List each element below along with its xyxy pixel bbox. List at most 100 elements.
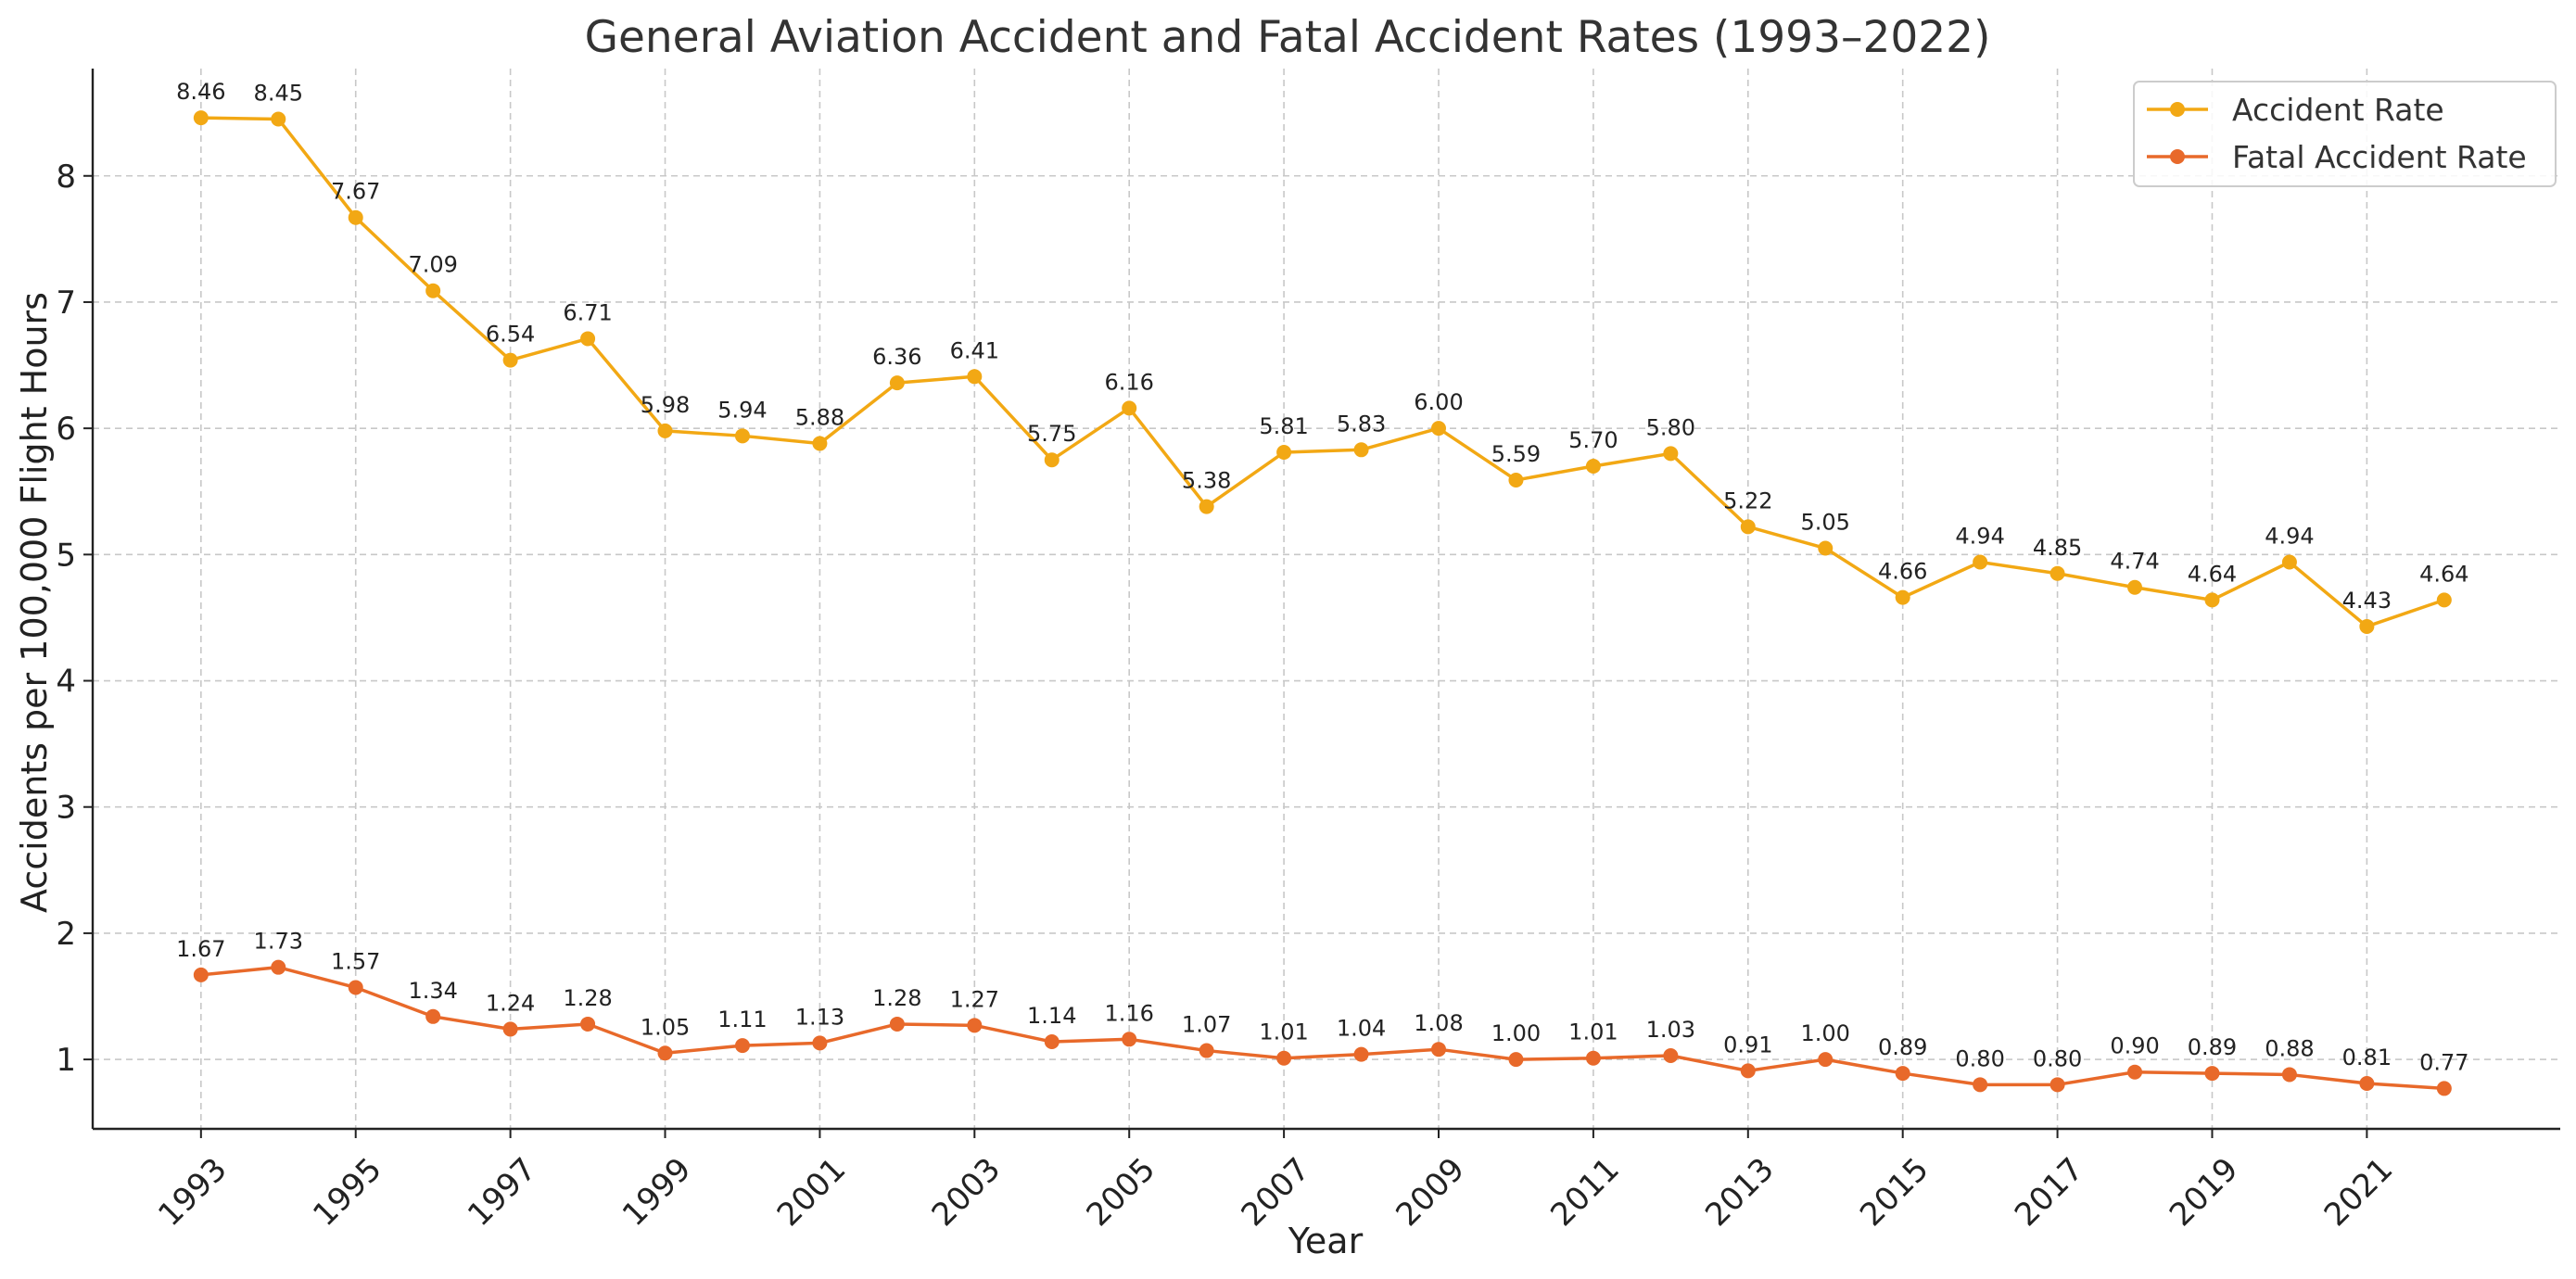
legend-marker-accident-rate [2170,102,2185,117]
data-point-accident-rate [1895,589,1910,605]
data-point-fatal-accident-rate [1663,1048,1679,1064]
data-label-fatal-accident-rate: 1.73 [254,929,303,955]
data-label-fatal-accident-rate: 0.89 [1878,1034,1927,1060]
data-point-accident-rate [425,283,441,298]
x-axis-label: Year [1288,1221,1364,1261]
data-label-fatal-accident-rate: 1.27 [950,986,999,1012]
data-point-accident-rate [193,110,209,126]
data-label-accident-rate: 6.00 [1414,389,1463,415]
data-label-accident-rate: 6.54 [486,322,535,348]
data-point-fatal-accident-rate [1122,1032,1137,1047]
data-label-accident-rate: 4.64 [2188,561,2237,587]
data-point-fatal-accident-rate [502,1021,518,1037]
data-label-fatal-accident-rate: 1.16 [1104,1000,1153,1026]
data-label-accident-rate: 4.43 [2342,588,2392,614]
x-tick-label: 2005 [1080,1151,1162,1234]
data-point-accident-rate [2281,554,2297,570]
data-label-fatal-accident-rate: 0.81 [2342,1045,2392,1070]
data-label-fatal-accident-rate: 0.91 [1723,1032,1772,1057]
data-point-accident-rate [889,375,905,391]
data-label-accident-rate: 6.41 [950,337,999,363]
x-tick-label: 2013 [1698,1151,1781,1234]
data-label-fatal-accident-rate: 1.28 [563,985,612,1011]
data-label-accident-rate: 7.09 [408,252,457,278]
legend-label-accident-rate: Accident Rate [2232,92,2444,128]
data-label-accident-rate: 4.74 [2110,549,2159,575]
data-point-accident-rate [657,423,673,438]
data-label-fatal-accident-rate: 0.90 [2110,1033,2159,1059]
x-tick-label: 2017 [2008,1151,2090,1234]
data-label-accident-rate: 7.67 [331,179,380,205]
chart-title: General Aviation Accident and Fatal Acci… [585,12,1991,63]
data-label-fatal-accident-rate: 1.24 [486,990,535,1016]
data-label-fatal-accident-rate: 1.67 [176,936,225,962]
y-tick-label: 2 [56,916,76,953]
data-point-accident-rate [1740,519,1756,535]
data-label-accident-rate: 4.66 [1878,559,1927,585]
y-axis-label: Accidents per 100,000 Flight Hours [14,292,55,913]
data-point-fatal-accident-rate [1044,1034,1060,1050]
data-label-fatal-accident-rate: 0.77 [2419,1049,2468,1075]
data-point-accident-rate [1508,472,1524,488]
data-point-accident-rate [348,209,363,225]
series-accident-rate: 8.46 8.45 7.67 7.09 6.54 6.71 5.98 5.94 5.88 6.36… [176,79,2469,634]
data-label-fatal-accident-rate: 1.05 [641,1014,690,1040]
series-fatal-accident-rate: 1.67 1.73 1.57 1.34 1.24 1.28 1.05 1.11 1.13 1.28… [176,929,2469,1096]
data-point-fatal-accident-rate [657,1045,673,1061]
data-point-accident-rate [2127,579,2143,595]
data-label-accident-rate: 4.64 [2419,561,2468,587]
x-tick-label: 1993 [151,1151,234,1234]
data-label-accident-rate: 5.88 [795,404,844,430]
data-point-accident-rate [1818,540,1834,556]
data-point-accident-rate [502,352,518,368]
data-label-accident-rate: 5.70 [1568,427,1618,453]
data-label-fatal-accident-rate: 1.00 [1801,1020,1850,1046]
data-label-accident-rate: 5.75 [1027,421,1076,447]
data-label-accident-rate: 4.85 [2033,535,2082,561]
data-point-fatal-accident-rate [2359,1075,2375,1091]
x-tick-label: 2001 [770,1151,853,1234]
data-point-fatal-accident-rate [2049,1077,2065,1093]
data-label-fatal-accident-rate: 1.08 [1414,1010,1463,1036]
data-point-accident-rate [271,111,286,127]
data-label-fatal-accident-rate: 1.57 [331,948,380,974]
data-label-fatal-accident-rate: 1.34 [408,978,457,1004]
data-label-fatal-accident-rate: 1.14 [1027,1003,1076,1029]
data-label-accident-rate: 4.94 [2265,524,2314,550]
data-label-accident-rate: 5.38 [1182,468,1231,494]
data-point-accident-rate [2204,592,2220,608]
axes [91,69,2560,1131]
data-point-fatal-accident-rate [1431,1042,1446,1057]
legend-frame [2133,81,2557,187]
data-point-accident-rate [1431,421,1446,437]
x-tick-label: 2003 [925,1151,1008,1234]
data-point-fatal-accident-rate [1740,1063,1756,1079]
data-point-fatal-accident-rate [1276,1050,1292,1066]
data-point-fatal-accident-rate [580,1016,596,1032]
data-label-accident-rate: 6.36 [872,344,921,370]
data-point-accident-rate [2359,618,2375,634]
data-point-accident-rate [2436,592,2452,608]
data-label-fatal-accident-rate: 1.01 [1259,1019,1308,1045]
data-point-fatal-accident-rate [271,959,286,975]
series-layer: 8.46 8.45 7.67 7.09 6.54 6.71 5.98 5.94 5.88 6.36… [176,79,2469,1096]
data-label-fatal-accident-rate: 1.28 [872,985,921,1011]
data-label-accident-rate: 5.94 [717,397,767,423]
legend-label-fatal-accident-rate: Fatal Accident Rate [2232,139,2527,175]
data-point-fatal-accident-rate [193,967,209,982]
data-point-fatal-accident-rate [2281,1067,2297,1083]
series-line-fatal-accident-rate [200,965,2444,1091]
data-label-fatal-accident-rate: 1.00 [1491,1020,1541,1046]
y-tick-label: 7 [56,285,76,322]
data-point-fatal-accident-rate [348,980,363,995]
legend: Accident Rate Fatal Accident Rate [2133,81,2557,187]
y-tick-label: 3 [56,790,76,827]
grid-lines [93,69,2560,1129]
data-label-fatal-accident-rate: 1.07 [1182,1012,1231,1038]
x-tick-label: 2019 [2163,1151,2245,1234]
data-point-accident-rate [1663,446,1679,462]
data-label-accident-rate: 5.05 [1801,510,1850,536]
data-point-fatal-accident-rate [812,1035,828,1051]
